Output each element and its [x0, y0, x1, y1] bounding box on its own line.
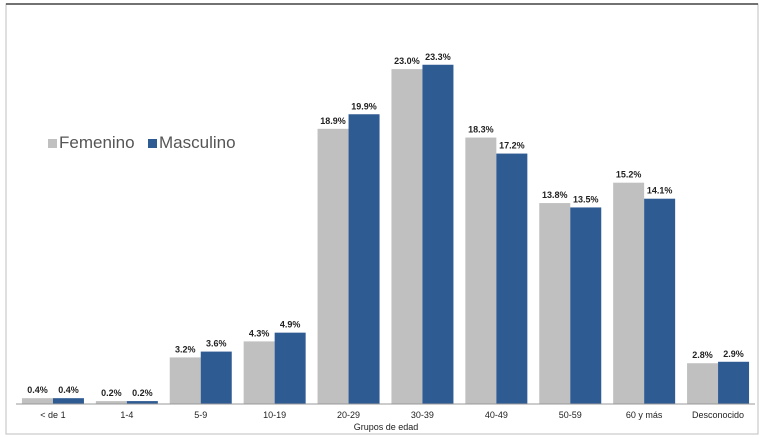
data-label-masculino: 0.4%	[58, 385, 79, 395]
x-tick-label: 50-59	[559, 410, 582, 420]
data-label-masculino: 0.2%	[132, 388, 153, 398]
bar-masculino	[718, 361, 750, 404]
bar-masculino	[200, 351, 232, 404]
data-label-femenino: 3.2%	[175, 344, 196, 354]
legend-label-femenino: Femenino	[59, 133, 135, 152]
data-label-masculino: 2.9%	[723, 349, 744, 359]
bar-femenino	[465, 137, 497, 404]
x-tick-label: 1-4	[120, 410, 133, 420]
bar-masculino	[644, 198, 676, 404]
bar-masculino	[348, 114, 380, 405]
data-label-femenino: 0.4%	[27, 385, 48, 395]
data-label-femenino: 4.3%	[249, 328, 270, 338]
bar-femenino	[95, 401, 127, 404]
data-label-masculino: 4.9%	[280, 320, 301, 330]
legend-swatch-masculino	[148, 139, 157, 148]
legend-label-masculino: Masculino	[159, 133, 236, 152]
data-label-masculino: 13.5%	[573, 194, 599, 204]
data-label-masculino: 23.3%	[425, 52, 451, 62]
bar-masculino	[274, 332, 306, 404]
data-label-femenino: 13.8%	[542, 190, 568, 200]
bar-femenino	[613, 182, 645, 404]
bar-femenino	[169, 357, 201, 404]
x-tick-label: 60 y más	[626, 410, 663, 420]
x-tick-label: 10-19	[263, 410, 286, 420]
data-label-masculino: 19.9%	[351, 101, 377, 111]
bar-masculino	[52, 398, 84, 404]
data-label-femenino: 23.0%	[394, 56, 420, 66]
bar-masculino	[126, 401, 158, 404]
bar-masculino	[496, 153, 528, 404]
x-tick-label: 30-39	[411, 410, 434, 420]
legend-swatch-femenino	[48, 139, 57, 148]
bar-femenino	[317, 128, 349, 405]
data-label-masculino: 3.6%	[206, 339, 227, 349]
x-tick-label: 5-9	[194, 410, 207, 420]
x-tick-label: Desconocido	[692, 410, 744, 420]
bar-femenino	[243, 341, 275, 404]
data-label-femenino: 18.3%	[468, 125, 494, 135]
bar-femenino	[21, 398, 53, 404]
data-label-femenino: 2.8%	[692, 350, 713, 360]
bar-masculino	[422, 64, 454, 404]
data-label-masculino: 17.2%	[499, 141, 525, 151]
x-tick-label: 20-29	[337, 410, 360, 420]
bar-femenino	[539, 203, 571, 404]
data-label-femenino: 0.2%	[101, 388, 122, 398]
data-label-femenino: 18.9%	[320, 116, 346, 126]
x-tick-label: 40-49	[485, 410, 508, 420]
data-label-femenino: 15.2%	[616, 170, 642, 180]
bar-masculino	[570, 207, 602, 404]
x-axis-title: Grupos de edad	[354, 422, 419, 432]
bar-femenino	[391, 69, 423, 405]
bar-femenino	[687, 363, 719, 404]
data-label-masculino: 14.1%	[647, 186, 673, 196]
x-tick-label: < de 1	[40, 410, 65, 420]
